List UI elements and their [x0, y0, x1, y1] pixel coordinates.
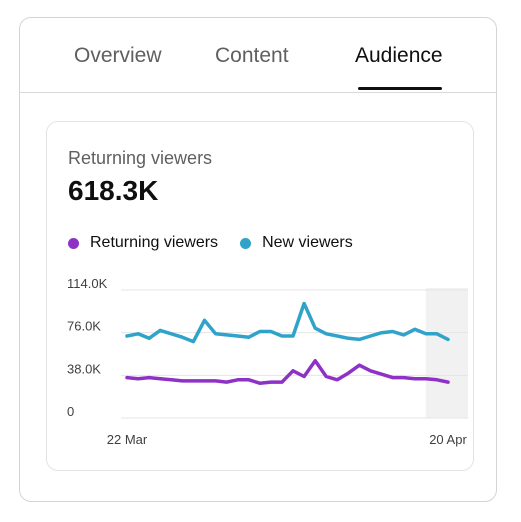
tab-content[interactable]: Content — [215, 44, 289, 67]
y-tick-label: 114.0K — [67, 276, 108, 291]
new-viewers-line[interactable] — [125, 301, 450, 344]
chart-legend: Returning viewers New viewers — [68, 233, 375, 253]
legend-item-returning[interactable]: Returning viewers — [68, 234, 218, 252]
shaded-range — [425, 288, 468, 418]
legend-label-new: New viewers — [262, 234, 353, 251]
tab-bar: Overview Content Audience — [20, 18, 496, 93]
tab-audience[interactable]: Audience — [355, 44, 443, 67]
analytics-panel: Overview Content Audience Returning view… — [19, 17, 497, 502]
returning-dot-icon — [68, 237, 79, 249]
y-tick-label: 76.0K — [67, 319, 101, 334]
returning-viewers-card: Returning viewers 618.3K Returning viewe… — [46, 121, 474, 471]
tab-overview[interactable]: Overview — [74, 44, 162, 67]
metric-value: 618.3K — [68, 175, 159, 206]
new-dot-icon — [240, 237, 252, 249]
legend-label-returning: Returning viewers — [90, 234, 219, 251]
y-tick-label: 0 — [67, 404, 74, 419]
metric-label: Returning viewers — [68, 148, 213, 168]
x-tick-label: 20 Apr — [429, 432, 467, 447]
y-tick-label: 38.0K — [67, 361, 101, 376]
x-tick-label: 22 Mar — [107, 432, 148, 447]
returning-viewers-line[interactable] — [125, 358, 450, 385]
active-tab-indicator — [358, 87, 442, 90]
line-chart: 0 38.0K 76.0K 114.0K 22 Mar 20 Apr — [67, 276, 468, 447]
legend-item-new[interactable]: New viewers — [240, 234, 353, 252]
